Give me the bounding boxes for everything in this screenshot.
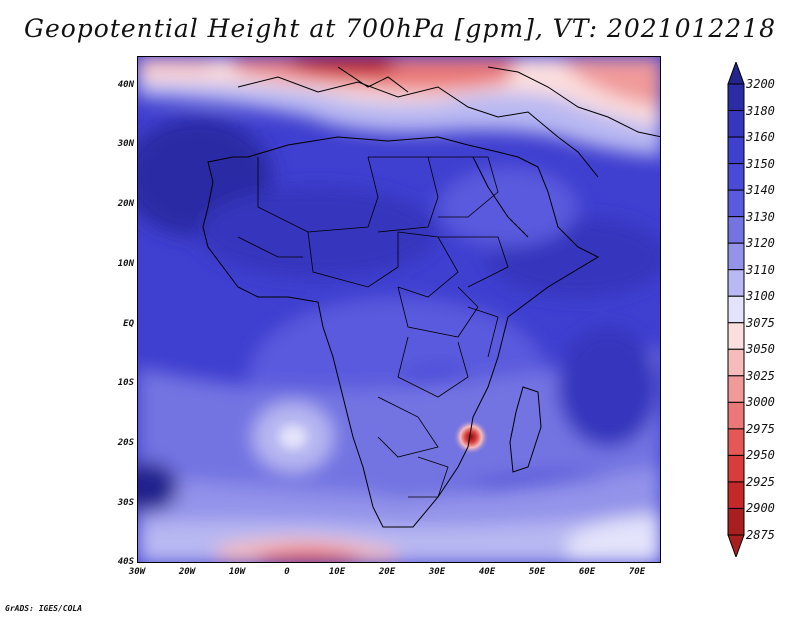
colorbar: 3200 3180 3160 3150 3140 3130 3120 3110 3100 3075…	[720, 62, 780, 557]
colorbar-label: 2900	[746, 501, 775, 516]
colorbar-label: 3160	[746, 130, 775, 145]
colorbar-swatch	[727, 348, 745, 377]
x-tick-20w: 20W	[178, 567, 196, 577]
colorbar-label: 3000	[746, 395, 775, 410]
y-tick-20s: 20S	[117, 438, 134, 448]
colorbar-swatch	[727, 481, 745, 509]
colorbar-swatch	[727, 507, 745, 536]
colorbar-label: 3150	[746, 156, 775, 171]
x-tick-20e: 20E	[378, 567, 396, 577]
x-tick-30w: 30W	[128, 567, 146, 577]
cyclone-spot	[453, 419, 489, 455]
colorbar-bottom-arrow	[727, 534, 745, 557]
colorbar-swatch	[727, 428, 745, 456]
x-tick-60e: 60E	[578, 567, 596, 577]
x-tick-70e: 70E	[628, 567, 646, 577]
colorbar-label: 3200	[746, 77, 775, 91]
colorbar-label: 3120	[746, 236, 775, 251]
x-tick-50e: 50E	[528, 567, 546, 577]
x-tick-0: 0	[284, 567, 290, 577]
y-tick-20n: 20N	[117, 199, 134, 209]
colorbar-swatch	[727, 136, 745, 165]
coastlines	[202, 66, 660, 528]
y-tick-40s: 40S	[117, 557, 134, 567]
y-tick-10n: 10N	[117, 259, 134, 269]
colorbar-label: 2950	[746, 448, 775, 463]
chart-title: Geopotential Height at 700hPa [gpm], VT:…	[23, 14, 777, 43]
colorbar-label: 3100	[746, 289, 775, 304]
colorbar-label: 3075	[746, 315, 775, 330]
country-borders	[237, 156, 509, 498]
colorbar-swatch	[727, 189, 745, 218]
colorbar-swatch	[727, 322, 745, 350]
colorbar-label: 2925	[746, 474, 775, 489]
credit-text: GrADS: IGES/COLA	[5, 604, 83, 613]
colorbar-swatch	[727, 401, 745, 430]
colorbar-swatch	[727, 83, 745, 112]
y-tick-30s: 30S	[117, 498, 134, 508]
colorbar-swatch	[727, 163, 745, 191]
colorbar-swatch	[727, 110, 745, 138]
colorbar-graphic	[727, 62, 745, 557]
colorbar-label: 3025	[746, 368, 775, 383]
colorbar-label: 3140	[746, 183, 775, 198]
colorbar-swatch	[727, 454, 745, 483]
colorbar-top-arrow	[727, 62, 745, 85]
colorbar-swatch	[727, 216, 745, 244]
y-tick-30n: 30N	[117, 139, 134, 149]
colorbar-label: 3130	[746, 209, 775, 224]
map-field	[138, 57, 660, 562]
x-tick-40e: 40E	[478, 567, 496, 577]
colorbar-swatch	[727, 269, 745, 297]
colorbar-label: 3180	[746, 103, 775, 118]
y-tick-eq: EQ	[123, 319, 134, 329]
colorbar-label: 3110	[746, 262, 775, 277]
x-tick-10e: 10E	[328, 567, 346, 577]
x-tick-10w: 10W	[228, 567, 246, 577]
x-tick-30e: 30E	[428, 567, 446, 577]
map-plot	[137, 56, 661, 563]
colorbar-swatch	[727, 242, 745, 271]
colorbar-swatch	[727, 375, 745, 403]
colorbar-label: 2975	[746, 421, 775, 436]
colorbar-label: 3050	[746, 342, 775, 357]
y-tick-40n: 40N	[117, 80, 134, 90]
y-tick-10s: 10S	[117, 378, 134, 388]
colorbar-swatch	[727, 295, 745, 324]
anticyclone-center	[279, 425, 307, 449]
colorbar-label: 2875	[746, 528, 775, 542]
